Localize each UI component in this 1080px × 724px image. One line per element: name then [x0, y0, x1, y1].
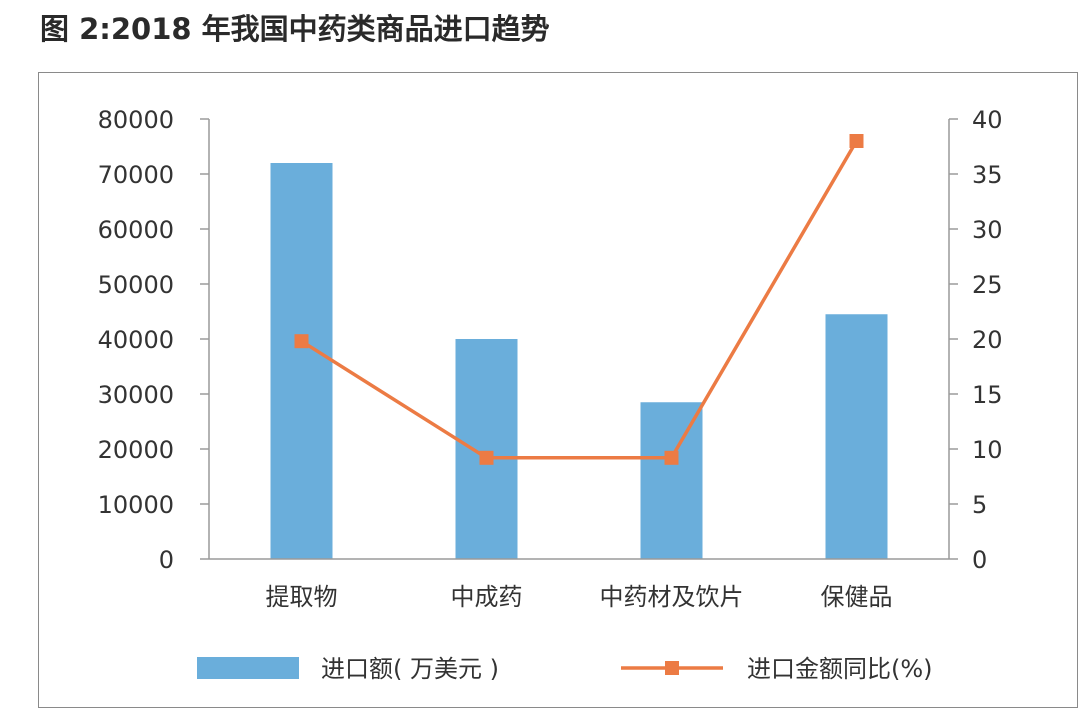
line-marker-3	[664, 450, 679, 465]
bar-4	[825, 314, 888, 559]
line-series	[300, 140, 859, 460]
legend-bar-label: 进口额( 万美元 )	[321, 655, 499, 683]
combo-chart: 0 10000 20000 30000 40000 50000 60000 70000 8000…	[98, 106, 1003, 683]
left-tick-label: 40000	[98, 326, 174, 354]
right-tick-label: 0	[972, 546, 987, 574]
legend-bar-swatch	[197, 657, 299, 679]
bar-3	[640, 402, 703, 559]
figure-title: 图 2:2018 年我国中药类商品进口趋势	[40, 12, 550, 46]
bar-1	[270, 163, 333, 559]
left-tick-label: 0	[159, 546, 174, 574]
left-tick-label: 60000	[98, 216, 174, 244]
right-tick-label: 20	[972, 326, 1003, 354]
right-tick-label: 15	[972, 381, 1003, 409]
right-tick-label: 25	[972, 271, 1003, 299]
line-marker-1	[294, 334, 309, 349]
left-tick-label: 70000	[98, 161, 174, 189]
right-tick-label: 40	[972, 106, 1003, 134]
legend-line-marker	[665, 661, 679, 675]
left-tick-label: 30000	[98, 381, 174, 409]
right-tick-label: 35	[972, 161, 1003, 189]
right-tick-label: 5	[972, 491, 987, 519]
right-tick-label: 10	[972, 436, 1003, 464]
category-label: 提取物	[266, 583, 338, 611]
category-label: 保健品	[821, 583, 893, 611]
left-tick-label: 80000	[98, 106, 174, 134]
category-label: 中药材及饮片	[600, 583, 744, 611]
left-tick-label: 50000	[98, 271, 174, 299]
bar-2	[455, 339, 518, 559]
chart-frame: 0 10000 20000 30000 40000 50000 60000 70000 8000…	[38, 72, 1078, 708]
left-tick-label: 10000	[98, 491, 174, 519]
legend-line-label: 进口金额同比(%)	[747, 655, 933, 683]
line-marker-2	[479, 450, 494, 465]
right-tick-label: 30	[972, 216, 1003, 244]
line-marker-4	[849, 134, 864, 148]
left-tick-label: 20000	[98, 436, 174, 464]
category-label: 中成药	[451, 583, 523, 611]
